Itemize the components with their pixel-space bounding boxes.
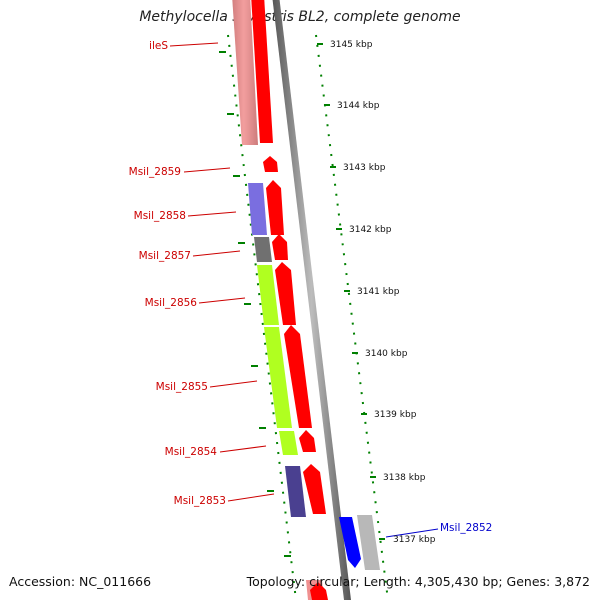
- gene-arrow-msil-2859: [263, 156, 278, 172]
- scale-tick-label: 3144 kbp: [337, 101, 380, 111]
- genome-backbone: [272, 0, 351, 600]
- gene-leader-line: [227, 493, 275, 502]
- cog-block-msil-2852: [357, 515, 380, 570]
- gene-label[interactable]: Msil_2855: [156, 381, 208, 393]
- gene-leader-line: [209, 380, 258, 388]
- gene-arrow-msil-2857: [272, 234, 288, 260]
- scale-tick-label: 3140 kbp: [365, 349, 408, 359]
- cog-block-msil-2856: [257, 265, 279, 325]
- gene-arrow-msil-2856: [275, 262, 296, 325]
- cog-block-msil-2858: [248, 183, 267, 235]
- gene-leader-line: [198, 297, 246, 304]
- gene-arrow-bottom: [310, 582, 328, 600]
- scale-tick-label: 3143 kbp: [343, 163, 386, 173]
- gene-arrow-ileS: [251, 0, 273, 143]
- cog-block-msil-2855: [264, 327, 292, 428]
- gene-label[interactable]: Msil_2854: [165, 446, 218, 458]
- cog-block-msil-2854: [279, 431, 298, 455]
- gene-label[interactable]: Msil_2859: [129, 166, 181, 178]
- gene-arrow-msil-2858: [266, 180, 284, 235]
- gene-leader-line: [385, 528, 439, 538]
- gene-track: [251, 0, 361, 600]
- gene-arrow-msil-2854: [299, 430, 316, 452]
- scale-tick-label: 3142 kbp: [349, 225, 392, 235]
- gene-leader-line: [187, 211, 237, 217]
- scale-tick-label: 3139 kbp: [374, 410, 417, 420]
- gene-label[interactable]: Msil_2852: [440, 522, 492, 534]
- gene-arrow-msil-2852: [339, 517, 361, 568]
- cog-block-ileS-shade: [232, 0, 258, 145]
- cog-block-msil-2857: [254, 237, 272, 262]
- scale-labels: 3145 kbp 3144 kbp 3143 kbp 3142 kbp 3141 kbp…: [317, 40, 436, 545]
- scale-tick-label: 3138 kbp: [383, 473, 426, 483]
- gene-labels: ileS Msil_2859 Msil_2858 Msil_2857 Msil_2856…: [129, 40, 492, 538]
- gene-label[interactable]: Msil_2858: [134, 210, 186, 222]
- cog-track: [232, 0, 380, 600]
- gene-arrow-msil-2855: [284, 325, 312, 428]
- scale-tick-label: 3145 kbp: [330, 40, 373, 50]
- gene-leader-line: [169, 42, 219, 47]
- gene-label[interactable]: ileS: [149, 40, 168, 52]
- map-title: Methylocella silvestris BL2, complete ge…: [139, 9, 461, 25]
- cog-block-msil-2853: [285, 466, 306, 517]
- gene-arrow-msil-2853: [303, 464, 326, 514]
- inner-dotted-guide: [315, 34, 389, 600]
- topology-text: Topology: circular; Length: 4,305,430 bp…: [246, 574, 590, 589]
- gene-label[interactable]: Msil_2856: [145, 297, 198, 309]
- scale-tick-label: 3137 kbp: [393, 535, 436, 545]
- gene-label[interactable]: Msil_2857: [139, 250, 191, 262]
- accession-text: Accession: NC_011666: [9, 574, 152, 589]
- scale-tick-label: 3141 kbp: [357, 287, 400, 297]
- minor-ticks: [219, 51, 291, 557]
- gene-label[interactable]: Msil_2853: [174, 495, 226, 507]
- gene-leader-line: [219, 445, 267, 453]
- gene-leader-line: [183, 167, 231, 173]
- gene-leader-line: [192, 250, 241, 257]
